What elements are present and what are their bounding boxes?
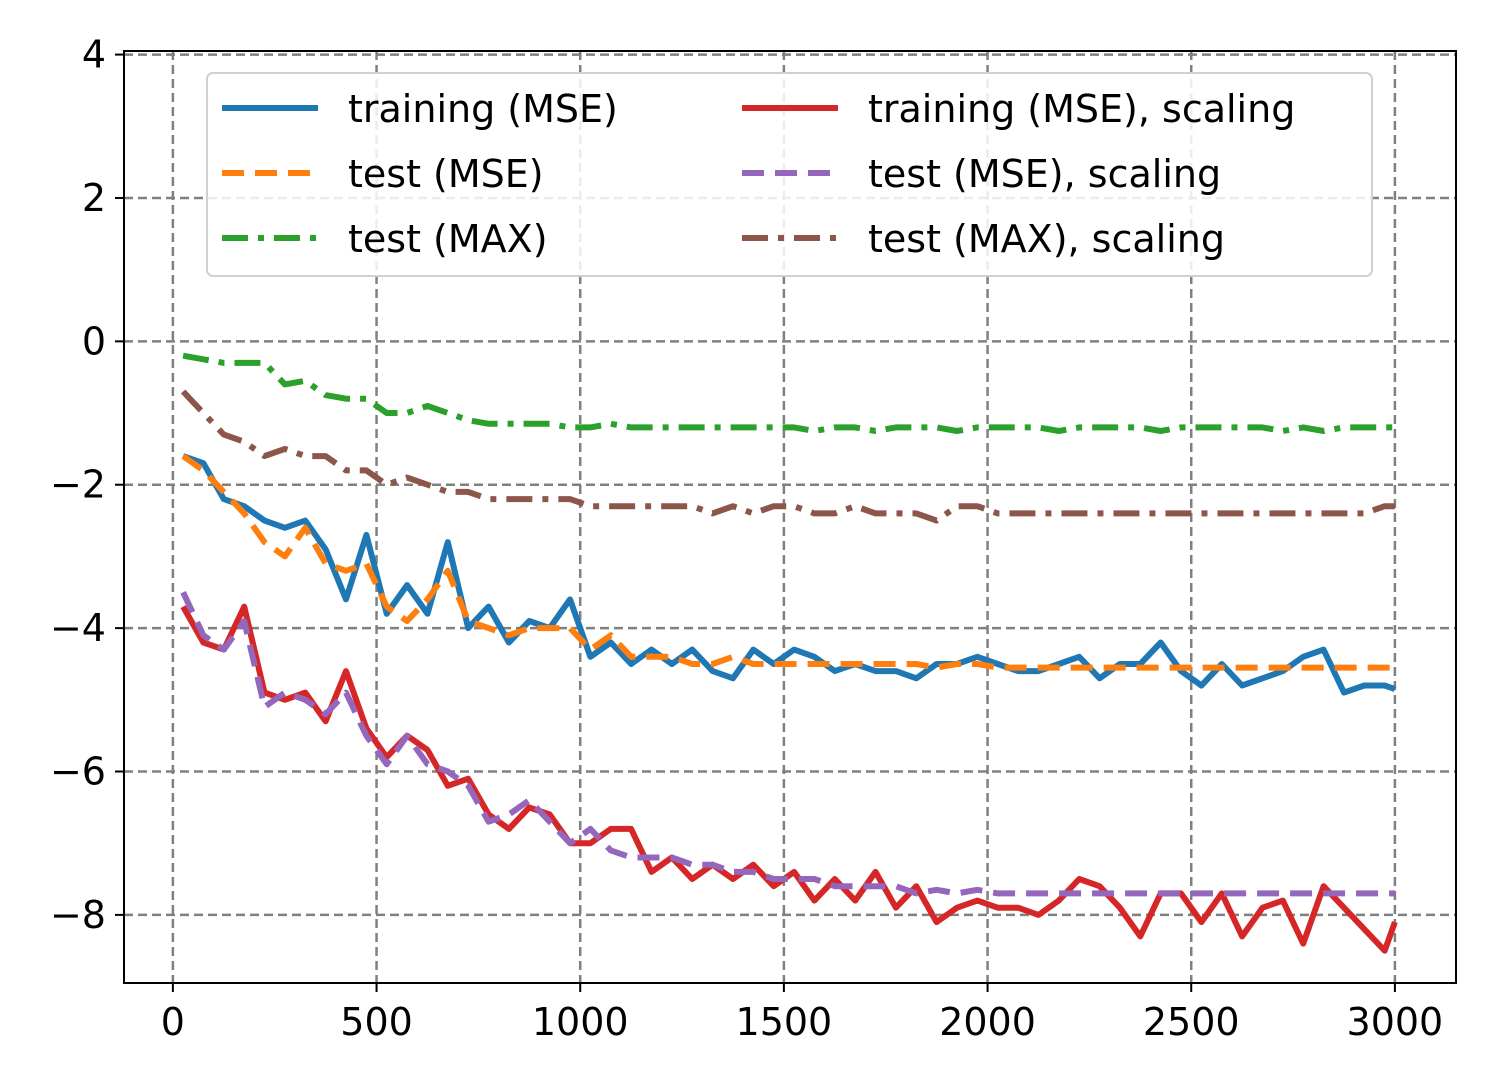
x-tick-label: 500: [340, 1000, 413, 1044]
legend-label-3: training (MSE), scaling: [868, 87, 1295, 131]
series-line-0: [182, 453, 1396, 696]
legend: training (MSE) test (MSE) test (MAX) traini…: [206, 72, 1373, 277]
axes-frame: [123, 50, 1457, 984]
y-tick-label: −2: [50, 463, 106, 507]
y-tick-label: 4: [82, 33, 106, 77]
x-tick-label: 2000: [939, 1000, 1036, 1044]
x-tick-label: 0: [161, 1000, 185, 1044]
legend-label-0: training (MSE): [348, 87, 618, 131]
legend-label-4: test (MSE), scaling: [868, 152, 1221, 196]
y-tick-label: 2: [82, 176, 106, 220]
legend-label-1: test (MSE): [348, 152, 544, 196]
y-tick-label: 0: [82, 319, 106, 363]
series-line-3: [180, 603, 1398, 954]
axis-ticks: 0 500 1000 1500 2000 2500 3000 4 2 0 −2 −4 −6 −8: [50, 33, 1443, 1044]
series-line-2: [182, 352, 1395, 434]
x-tick-label: 1000: [532, 1000, 629, 1044]
series-line-4: [180, 591, 1395, 897]
x-tick-label: 3000: [1347, 1000, 1444, 1044]
x-tick-label: 1500: [736, 1000, 833, 1044]
y-tick-label: −8: [50, 893, 106, 937]
y-tick-label: −6: [50, 750, 106, 794]
series-lines: [180, 352, 1398, 954]
series-line-1: [181, 453, 1395, 671]
legend-label-5: test (MAX), scaling: [868, 217, 1225, 261]
x-tick-label: 2500: [1143, 1000, 1240, 1044]
y-tick-label: −4: [50, 606, 106, 650]
legend-label-2: test (MAX): [348, 217, 548, 261]
